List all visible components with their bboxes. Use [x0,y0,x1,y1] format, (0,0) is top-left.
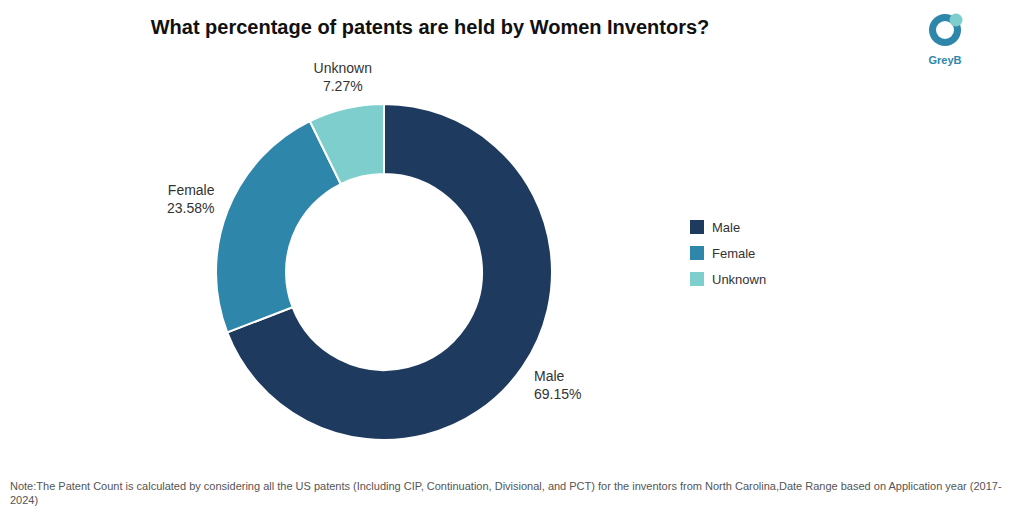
data-label-value: 7.27% [323,78,363,94]
data-label: Unknown 7.27% [314,60,372,94]
legend-swatch [690,246,704,260]
data-label: Male 69.15% [534,368,581,402]
slice [310,104,384,184]
background [0,0,1024,512]
logo-text: GreyB [928,54,961,66]
data-label-category: Female [168,182,215,198]
data-label-value: 69.15% [534,386,581,402]
slices [216,104,552,440]
legend-label: Female [712,246,755,261]
logo: GreyB [928,14,962,67]
title: What percentage of patents are held by W… [151,16,710,38]
data-labels: Male 69.15% Female 23.58% Unknown 7.27% [167,60,581,402]
note-line: 2024) [10,494,38,506]
legend-label: Unknown [712,272,766,287]
slice [216,121,341,332]
data-label-category: Male [534,368,565,384]
note-line: Note:The Patent Count is calculated by c… [10,480,1005,492]
legend-swatch [690,272,704,286]
logo-dot [950,14,963,27]
legend: Male Female Unknown [690,220,766,287]
chart: What percentage of patents are held by W… [0,0,1024,512]
data-label-category: Unknown [314,60,372,76]
note: Note:The Patent Count is calculated by c… [10,480,1005,506]
chart-container: What percentage of patents are held by W… [0,0,1024,512]
legend-label: Male [712,220,740,235]
data-label-value: 23.58% [167,200,214,216]
legend-swatch [690,220,704,234]
data-label: Female 23.58% [167,182,215,216]
